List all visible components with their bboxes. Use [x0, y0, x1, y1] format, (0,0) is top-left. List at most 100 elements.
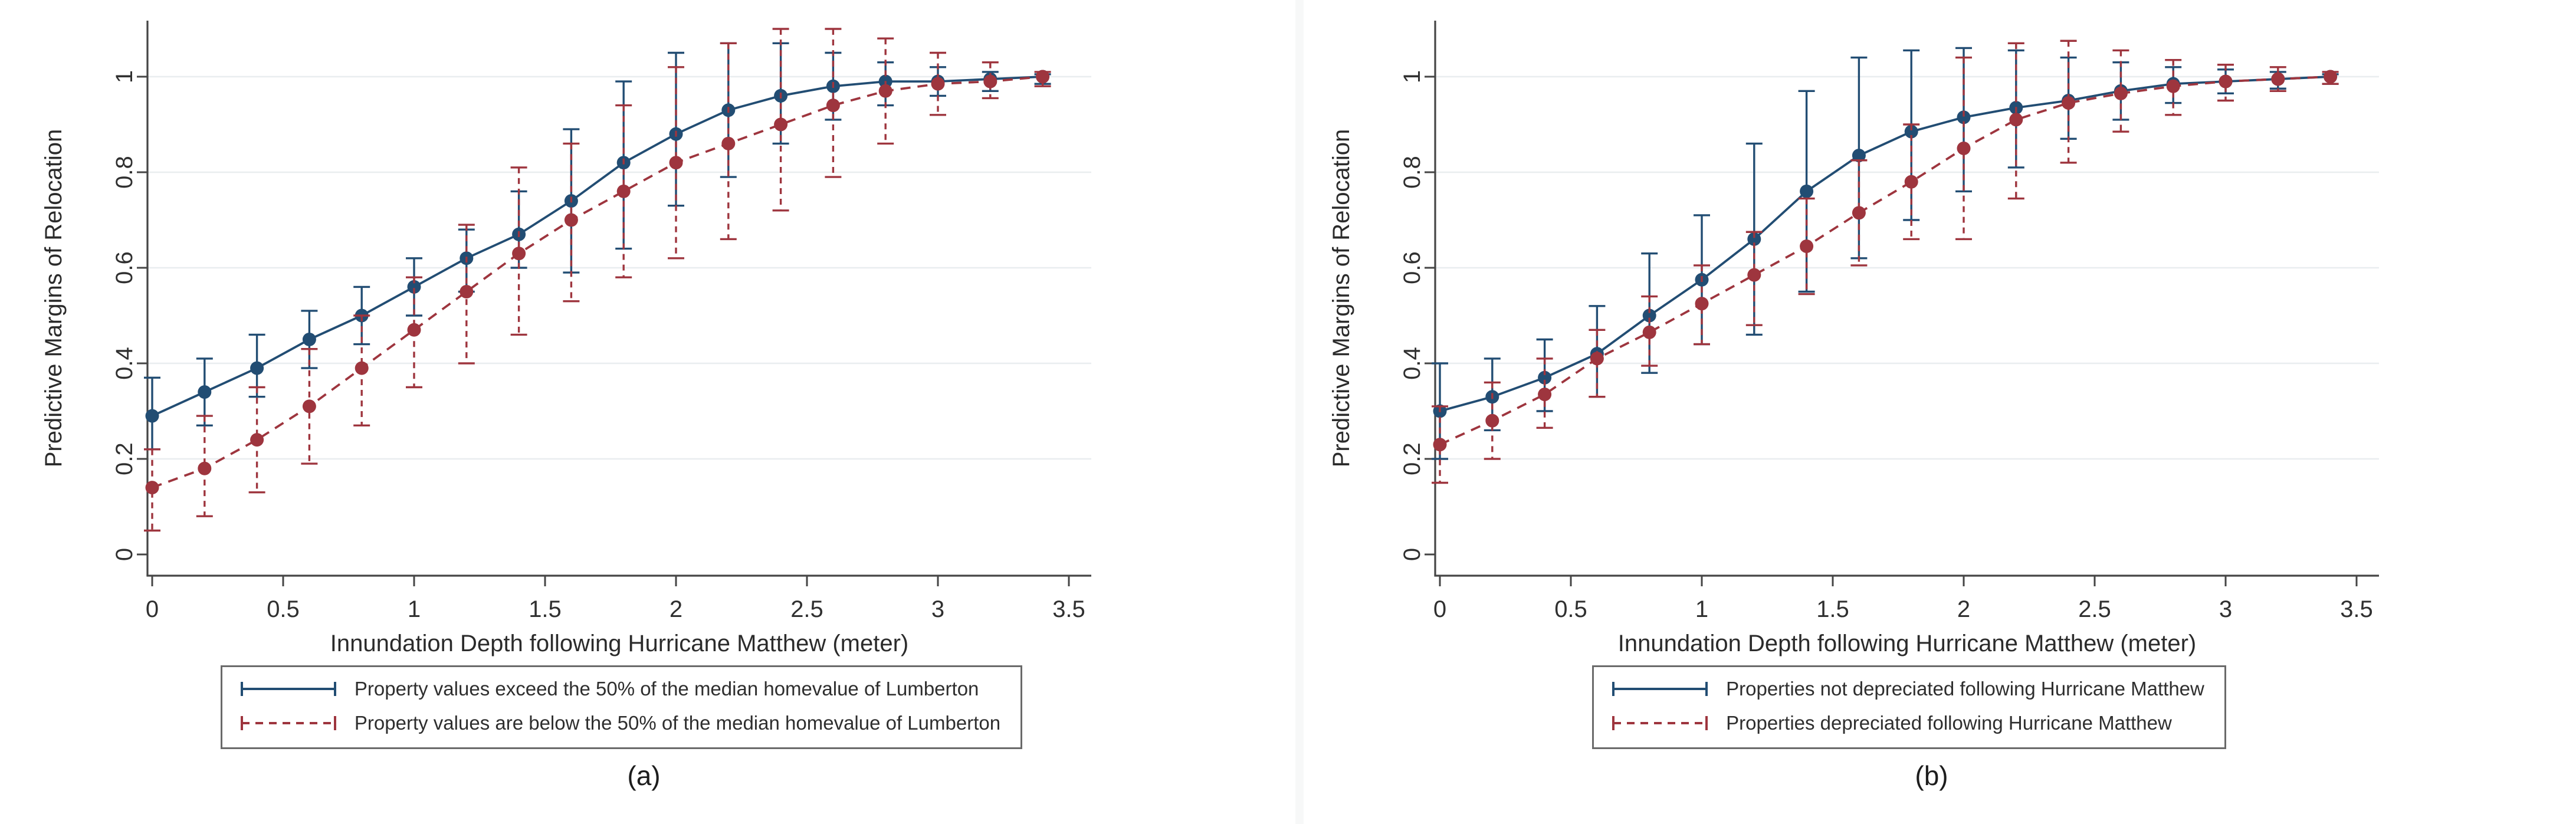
x-tick-label: 1: [408, 596, 421, 622]
data-point-marker: [2324, 70, 2338, 84]
data-point-marker: [198, 461, 212, 475]
data-point-marker: [1957, 142, 1971, 155]
data-point-marker: [878, 84, 892, 98]
data-point-marker: [1642, 308, 1656, 323]
x-tick-label: 0.5: [267, 596, 300, 622]
data-point-marker: [1904, 124, 1918, 139]
x-axis-title: Innundation Depth following Hurricane Ma…: [330, 631, 909, 656]
y-tick-label: 0.6: [111, 251, 137, 284]
data-point-marker: [1747, 232, 1761, 246]
x-tick-label: 3: [931, 596, 944, 622]
y-tick-label: 0.4: [111, 347, 137, 380]
data-point-marker: [826, 99, 840, 113]
data-point-marker: [1852, 206, 1866, 220]
data-point-marker: [1433, 438, 1447, 452]
data-point-marker: [1800, 239, 1814, 254]
data-point-marker: [774, 117, 788, 132]
series-line-red: [152, 75, 1043, 489]
data-point-marker: [2114, 86, 2128, 100]
x-tick-label: 3.5: [2340, 596, 2373, 622]
x-tick-label: 2: [670, 596, 682, 622]
data-point-marker: [721, 136, 736, 150]
red-dashed-errorbar-key-icon: [1612, 716, 1708, 730]
caption-b: (b): [1915, 760, 1948, 791]
x-tick-label: 2.5: [790, 596, 823, 622]
data-point-marker: [302, 399, 316, 413]
data-point-marker: [2271, 72, 2285, 86]
y-axis-title: Predictive Margins of Relocation: [1328, 129, 1354, 468]
data-point-marker: [931, 77, 945, 91]
data-point-marker: [355, 361, 369, 375]
series-line-blue: [1439, 75, 2331, 412]
data-point-marker: [1695, 297, 1709, 311]
y-tick-label: 1: [1399, 70, 1425, 83]
y-tick-label: 0.2: [111, 442, 137, 475]
data-point-marker: [407, 323, 421, 337]
data-point-marker: [1747, 268, 1761, 282]
data-point-marker: [1036, 70, 1050, 84]
data-point-marker: [460, 285, 474, 298]
y-tick-label: 0: [111, 548, 137, 561]
data-point-marker: [145, 409, 159, 423]
chart-b: 0 0.2 0.4 0.6 0.8 1 0 0.5 1 1.5 2 2.5 3 3.5 Predictive…: [1328, 21, 2379, 656]
blue-solid-errorbar-key-icon: [240, 682, 336, 696]
data-point-marker: [564, 213, 578, 227]
data-point-marker: [2166, 79, 2180, 93]
data-point-marker: [512, 247, 526, 261]
blue-solid-errorbar-key-icon: [1612, 682, 1708, 696]
legend-item: Properties depreciated following Hurrica…: [1609, 710, 2204, 737]
x-tick-label: 2: [1957, 596, 1970, 622]
legend-item: Property values are below the 50% of the…: [238, 710, 1000, 737]
data-point-marker: [1642, 325, 1656, 339]
y-tick-label: 1: [111, 70, 137, 83]
data-point-marker: [616, 184, 631, 198]
panel-divider: [1295, 0, 1304, 824]
y-tick-label: 0.8: [111, 156, 137, 189]
data-point-marker: [1852, 149, 1866, 163]
chart-a: 0 0.2 0.4 0.6 0.8 1 0 0.5 1 1.5 2 2.5 3 3.5 Predictive…: [41, 21, 1091, 656]
y-axis-title: Predictive Margins of Relocation: [41, 129, 67, 468]
data-point-marker: [407, 280, 421, 294]
data-point-marker: [983, 74, 997, 88]
x-tick-label: 3: [2219, 596, 2232, 622]
y-tick-label: 0.2: [1399, 442, 1425, 475]
y-tick-label: 0.6: [1399, 251, 1425, 284]
panel-b: 0 0.2 0.4 0.6 0.8 1 0 0.5 1 1.5 2 2.5 3 3.5 Predictive…: [1288, 0, 2575, 824]
data-point-marker: [1485, 413, 1499, 428]
x-tick-label: 1.5: [1816, 596, 1849, 622]
series-red: [1432, 40, 2339, 484]
x-axis-title: Innundation Depth following Hurricane Ma…: [1618, 631, 2197, 656]
x-tick-label: 0: [1433, 596, 1446, 622]
data-point-marker: [1538, 370, 1552, 385]
panel-a: 0 0.2 0.4 0.6 0.8 1 0 0.5 1 1.5 2 2.5 3 3.5 Predictive…: [41, 21, 1091, 791]
x-tick-label: 1: [1695, 596, 1708, 622]
x-tick-label: 0: [146, 596, 159, 622]
legend-label: Properties not depreciated following Hur…: [1726, 678, 2204, 700]
y-tick-label: 0.4: [1399, 347, 1425, 380]
data-point-marker: [669, 156, 683, 170]
data-point-marker: [1538, 388, 1552, 402]
data-point-marker: [250, 361, 264, 375]
series-line-blue: [152, 75, 1043, 417]
x-tick-label: 0.5: [1554, 596, 1587, 622]
legend-a: Property values exceed the 50% of the me…: [220, 665, 1023, 749]
red-dashed-errorbar-key-icon: [240, 716, 336, 730]
data-point-marker: [145, 481, 159, 495]
legend-item: Properties not depreciated following Hur…: [1609, 675, 2204, 702]
y-tick-label: 0: [1399, 548, 1425, 561]
data-point-marker: [2062, 96, 2076, 110]
caption-a: (a): [627, 760, 661, 791]
series-line-red: [1439, 75, 2331, 446]
series-red: [144, 28, 1051, 532]
x-tick-label: 2.5: [2078, 596, 2111, 622]
y-tick-label: 0.8: [1399, 156, 1425, 189]
legend-label: Property values are below the 50% of the…: [354, 712, 1001, 734]
legend-item: Property values exceed the 50% of the me…: [238, 675, 1000, 702]
data-point-marker: [250, 433, 264, 447]
data-point-marker: [198, 385, 212, 399]
x-tick-label: 3.5: [1052, 596, 1085, 622]
legend-b: Properties not depreciated following Hur…: [1592, 665, 2226, 749]
legend-label: Property values exceed the 50% of the me…: [354, 678, 979, 700]
data-point-marker: [1957, 110, 1971, 124]
